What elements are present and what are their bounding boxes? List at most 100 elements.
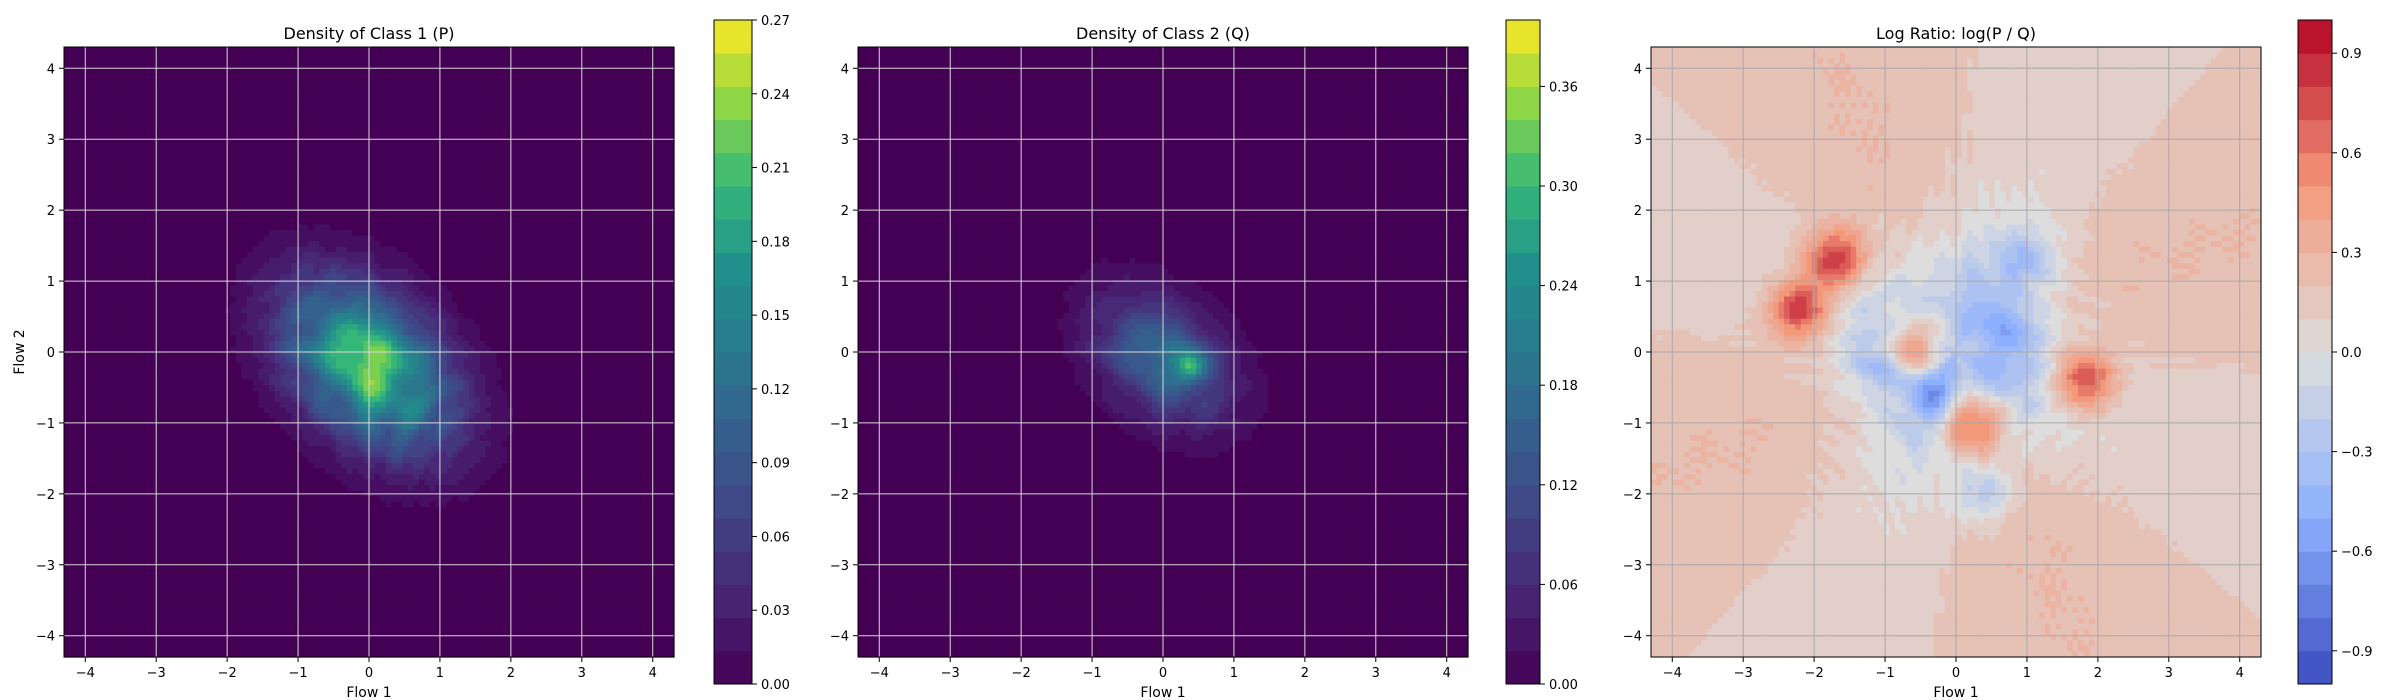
- heat-cell: [418, 119, 426, 126]
- heat-cell: [574, 169, 581, 176]
- heat-cell: [446, 235, 453, 242]
- heat-cell: [546, 157, 553, 165]
- heat-cell: [308, 108, 315, 115]
- heat-cell: [402, 113, 409, 120]
- heat-cell: [657, 58, 664, 65]
- heat-cell: [174, 124, 182, 131]
- heat-cell: [119, 246, 126, 253]
- heat-cell: [668, 80, 675, 87]
- heat-cell: [324, 218, 331, 226]
- heat-cell: [585, 47, 592, 54]
- heat-cell: [86, 108, 93, 115]
- heat-cell: [668, 69, 675, 76]
- heat-cell: [263, 69, 270, 76]
- heat-cell: [646, 146, 653, 153]
- heat-cell: [413, 124, 420, 131]
- heat-cell: [601, 58, 609, 65]
- heat-cell: [485, 279, 492, 287]
- heat-cell: [258, 263, 265, 270]
- heat-cell: [651, 52, 658, 59]
- heat-cell: [579, 52, 586, 59]
- heat-cell: [75, 102, 82, 109]
- heat-cell: [252, 279, 259, 287]
- heat-cell: [485, 285, 492, 292]
- heat-cell: [651, 108, 658, 115]
- heat-cell: [535, 63, 542, 70]
- heat-cell: [618, 202, 625, 209]
- heat-cell: [629, 279, 636, 287]
- heat-cell: [524, 96, 531, 104]
- heat-cell: [479, 235, 487, 242]
- heat-cell: [285, 274, 292, 281]
- heat-cell: [529, 85, 536, 92]
- heat-cell: [396, 224, 403, 231]
- heat-cell: [313, 279, 320, 287]
- heat-cell: [435, 141, 442, 148]
- heat-cell: [208, 152, 215, 159]
- heat-cell: [574, 213, 581, 220]
- heat-cell: [163, 130, 170, 137]
- heat-cell: [247, 96, 254, 104]
- heat-cell: [524, 47, 531, 54]
- heat-cell: [485, 241, 492, 248]
- heat-cell: [380, 252, 387, 259]
- heat-cell: [235, 80, 243, 87]
- heat-cell: [435, 130, 442, 137]
- heat-cell: [496, 146, 503, 153]
- heat-cell: [219, 91, 226, 98]
- heat-cell: [657, 157, 664, 165]
- heat-cell: [280, 63, 287, 70]
- heat-cell: [91, 246, 98, 253]
- heat-cell: [213, 91, 220, 98]
- heat-cell: [596, 263, 603, 270]
- heat-cell: [346, 74, 353, 81]
- heat-cell: [662, 218, 670, 226]
- heat-cell: [219, 52, 226, 59]
- heat-cell: [86, 124, 93, 131]
- heat-cell: [651, 213, 658, 220]
- heat-cell: [618, 263, 625, 270]
- heat-cell: [380, 207, 387, 214]
- heat-cell: [596, 52, 603, 59]
- heat-cell: [363, 180, 370, 187]
- heat-cell: [524, 85, 531, 92]
- heat-cell: [496, 196, 503, 203]
- heat-cell: [313, 230, 320, 237]
- heat-cell: [601, 207, 609, 214]
- heat-cell: [180, 202, 187, 209]
- heat-cell: [113, 285, 121, 292]
- heat-cell: [413, 130, 420, 137]
- heat-cell: [607, 207, 614, 214]
- heat-cell: [352, 268, 359, 275]
- heat-cell: [618, 69, 625, 76]
- heat-cell: [380, 213, 387, 220]
- heat-cell: [136, 74, 143, 81]
- heat-cell: [241, 285, 248, 292]
- heat-cell: [396, 185, 403, 192]
- heat-cell: [424, 63, 431, 70]
- heat-cell: [235, 47, 243, 54]
- heat-cell: [230, 202, 237, 209]
- heat-cell: [113, 257, 121, 264]
- heat-cell: [635, 146, 642, 153]
- heat-cell: [402, 119, 409, 126]
- heat-cell: [346, 241, 353, 248]
- heat-cell: [585, 91, 592, 98]
- heat-cell: [335, 257, 342, 264]
- heat-cell: [624, 213, 631, 220]
- heat-cell: [391, 52, 398, 59]
- heat-cell: [324, 257, 331, 264]
- heat-cell: [502, 279, 509, 287]
- heat-cell: [291, 58, 298, 65]
- heat-cell: [75, 213, 82, 220]
- heat-cell: [391, 202, 398, 209]
- heat-cell: [407, 85, 414, 92]
- heat-cell: [147, 96, 154, 104]
- heat-cell: [568, 152, 575, 159]
- heat-cell: [285, 218, 292, 226]
- heat-cell: [280, 157, 287, 165]
- heat-cell: [163, 69, 170, 76]
- heat-cell: [357, 263, 365, 270]
- heat-cell: [113, 268, 121, 275]
- heat-cell: [380, 85, 387, 92]
